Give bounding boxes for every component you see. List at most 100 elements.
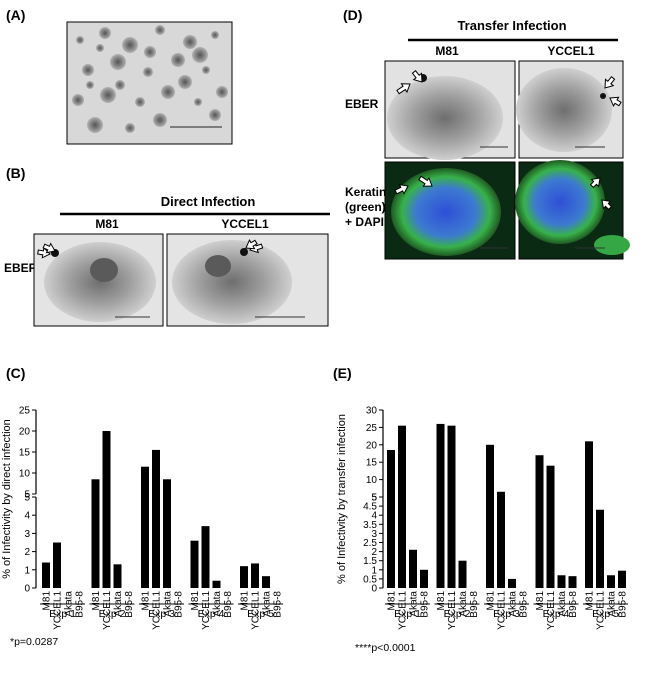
panel-d-col-yccel1: YCCEL1 xyxy=(547,44,595,58)
organoid-blob xyxy=(194,98,202,106)
y-tick-label: 5 xyxy=(371,493,377,504)
y-tick-label: 30 xyxy=(366,406,378,417)
bar xyxy=(190,540,199,588)
y-tick-label: 15 xyxy=(366,458,378,469)
y-axis-label: % of Infectivity by transfer infection xyxy=(336,414,348,584)
y-tick-label: 1.5 xyxy=(363,556,377,567)
x-category-label: M81 xyxy=(535,591,546,611)
bar xyxy=(535,455,544,588)
bar xyxy=(618,570,626,588)
arrow-icon xyxy=(411,70,423,83)
y-tick-label: 3.5 xyxy=(363,520,377,531)
organoid-blob xyxy=(143,67,153,77)
bar xyxy=(546,465,555,588)
y-tick-label: 0 xyxy=(371,584,377,595)
group-label: Exp 1 xyxy=(49,608,76,620)
y-axis-label: % of Infectivity by direct infection xyxy=(1,419,13,579)
y-tick-label: 20 xyxy=(366,440,378,451)
group-label: Exp 3 xyxy=(148,608,175,620)
x-category-label: YCCEL1 xyxy=(53,591,64,630)
y-tick-label: 5 xyxy=(371,493,377,504)
organoid-blob xyxy=(110,54,126,70)
panel-label-b: (B) xyxy=(6,165,25,181)
x-category-label: YCCEL1 xyxy=(596,591,607,630)
group-label: Exp 3 xyxy=(493,608,520,620)
arrow-icon xyxy=(245,239,258,250)
organoid-blob xyxy=(144,46,156,58)
arrow-icon xyxy=(394,184,409,195)
y-tick-label: 15 xyxy=(19,448,31,459)
x-category-label: M81 xyxy=(436,591,447,611)
organoid-blob xyxy=(171,53,185,67)
y-tick-label: 1 xyxy=(24,565,30,576)
organoid-blob xyxy=(87,117,103,133)
y-tick-label: 4 xyxy=(24,511,30,522)
bar xyxy=(508,578,516,588)
bar xyxy=(201,526,210,588)
bar xyxy=(420,569,428,588)
panel-b-row-eber: EBER xyxy=(4,261,38,275)
bar xyxy=(53,542,61,588)
y-tick-label: 10 xyxy=(366,475,378,486)
group-label: Exp 4 xyxy=(543,608,570,620)
panel-b-header: Direct Infection xyxy=(161,194,256,209)
y-tick-label: 2 xyxy=(24,547,30,558)
panel-label-d: (D) xyxy=(343,7,362,23)
panel-label-e: (E) xyxy=(333,365,352,381)
organoid-blob xyxy=(96,44,104,52)
panel-d-header: Transfer Infection xyxy=(457,18,566,33)
bar xyxy=(497,491,505,588)
x-category-label: YCCEL1 xyxy=(497,591,508,630)
y-tick-label: 0 xyxy=(24,584,30,595)
group-label: Exp 5 xyxy=(592,608,619,620)
p-value-annotation: ****p<0.0001 xyxy=(355,642,416,654)
bar xyxy=(113,564,122,588)
bar xyxy=(596,509,604,588)
arrow-icon xyxy=(609,96,622,107)
x-category-label: YCCEL1 xyxy=(102,591,113,630)
bar xyxy=(163,479,171,588)
y-tick-label: 0.5 xyxy=(363,574,377,585)
x-category-label: YCCEL1 xyxy=(251,591,262,630)
panel-b-col-yccel1: YCCEL1 xyxy=(221,217,269,231)
panel-b-col-m81: M81 xyxy=(95,217,119,231)
panel-d-row-green: (green) xyxy=(345,200,386,214)
x-category-label: YCCEL1 xyxy=(546,591,557,630)
arrow-icon xyxy=(249,241,264,254)
organoid-blob xyxy=(122,37,138,53)
organoid-blob xyxy=(192,47,208,63)
bar xyxy=(585,441,593,588)
x-category-label: M81 xyxy=(387,591,398,611)
y-tick-label: 2.5 xyxy=(363,538,377,549)
y-tick-label: 3 xyxy=(24,529,30,540)
organoid-blob xyxy=(202,66,210,74)
organoid-blob xyxy=(155,25,165,35)
y-tick-label: 4.5 xyxy=(363,502,377,513)
bar xyxy=(458,560,467,588)
bar xyxy=(387,450,395,588)
bar xyxy=(409,549,417,588)
organoid-blob xyxy=(86,81,94,89)
bar xyxy=(262,576,270,588)
bar xyxy=(91,479,100,588)
bar xyxy=(486,444,494,588)
x-category-label: M81 xyxy=(585,591,596,611)
arrow-icon xyxy=(589,177,601,189)
x-category-label: YCCEL1 xyxy=(398,591,409,630)
bar xyxy=(398,425,406,588)
organoid-blob xyxy=(183,35,197,49)
x-category-label: M81 xyxy=(240,591,251,611)
group-label: Exp 4 xyxy=(198,608,225,620)
y-tick-label: 1 xyxy=(371,565,377,576)
arrow-icon xyxy=(604,76,616,89)
bar xyxy=(251,563,259,588)
organoid-blob xyxy=(76,36,84,44)
micrograph-a xyxy=(66,21,233,145)
x-category-label: YCCEL1 xyxy=(447,591,458,630)
organoid-blob xyxy=(99,27,111,39)
group-label: Exp 2 xyxy=(99,608,126,620)
x-category-label: YCCEL1 xyxy=(152,591,163,630)
organoid-blob xyxy=(82,64,94,76)
